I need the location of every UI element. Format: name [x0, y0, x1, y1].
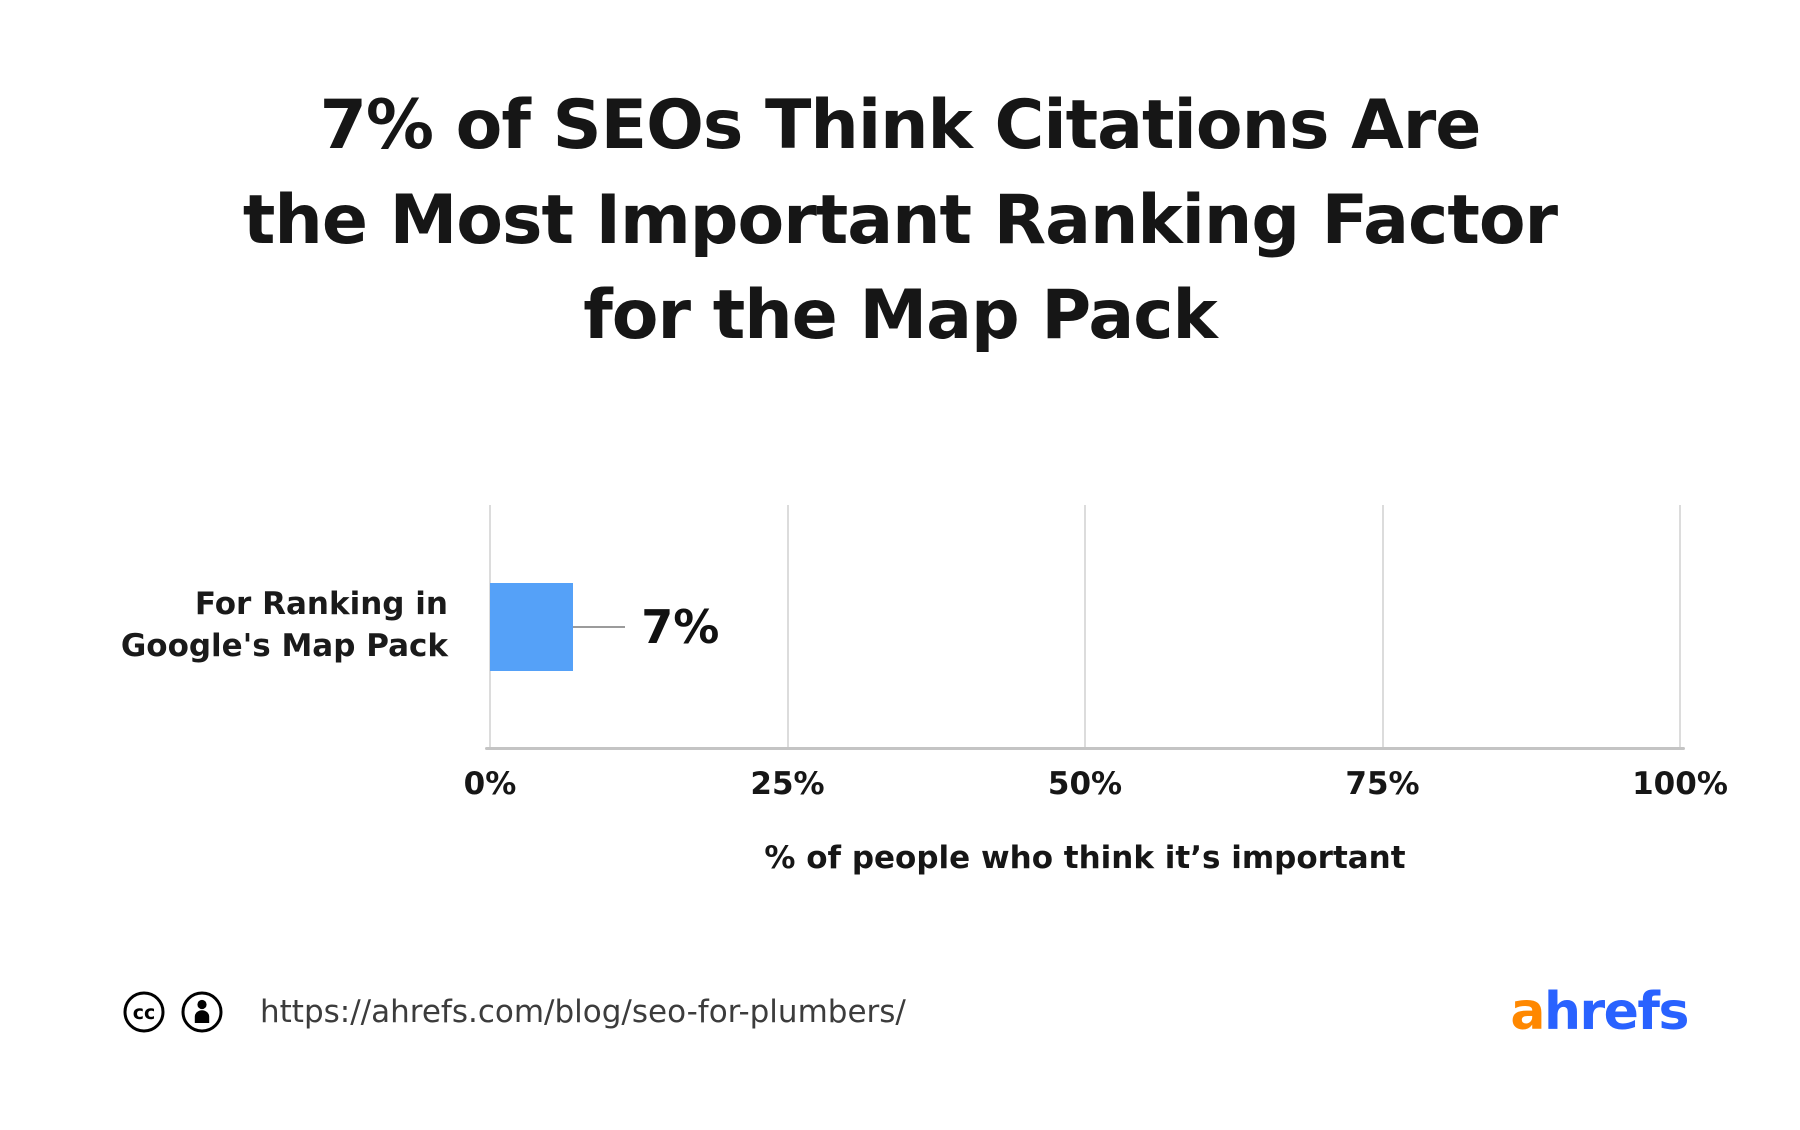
x-axis-line	[485, 747, 1685, 750]
bar-label-connector-line	[573, 625, 626, 628]
chart-title-line-1: 7% of SEOs Think Citations Are	[319, 86, 1482, 165]
category-label: For Ranking in Google's Map Pack	[121, 584, 448, 668]
gridline	[1084, 505, 1086, 748]
ahrefs-logo[interactable]: ahrefs	[1510, 982, 1690, 1042]
gridline	[786, 505, 789, 748]
bar	[490, 582, 574, 671]
gridline	[1381, 505, 1384, 748]
gridline	[1679, 505, 1681, 748]
ahrefs-logo-rest: hrefs	[1543, 982, 1690, 1042]
source-url-link[interactable]: https://ahrefs.com/blog/seo-for-plumbers…	[260, 994, 906, 1030]
plot-area: 7%	[485, 505, 1685, 750]
footer: cc https://ahrefs.com/blog/seo-for-plumb…	[122, 982, 1690, 1042]
x-axis-title: % of people who think it’s important	[764, 840, 1406, 876]
category-label-line-2: Google's Map Pack	[120, 627, 448, 664]
cc-icon: cc	[122, 990, 166, 1034]
attribution-icon	[180, 990, 224, 1034]
bar-value-label: 7%	[641, 599, 720, 654]
chart-title: 7% of SEOs Think Citations Are the Most …	[0, 78, 1800, 364]
ahrefs-logo-letter-a: a	[1510, 982, 1545, 1042]
x-tick-label: 0%	[463, 766, 517, 802]
license-icons: cc	[122, 990, 224, 1034]
x-axis-ticks: 0% 25% 50% 75% 100%	[464, 766, 1728, 810]
chart-title-line-2: the Most Important Ranking Factor	[242, 181, 1558, 261]
bar-row: 7%	[490, 582, 1680, 671]
x-tick-label: 100%	[1632, 766, 1728, 802]
category-label-line-1: For Ranking in	[194, 586, 448, 622]
x-tick-label: 75%	[1345, 766, 1420, 802]
x-tick-label: 50%	[1047, 766, 1123, 802]
x-tick-label: 25%	[750, 766, 825, 802]
svg-text:cc: cc	[133, 1002, 156, 1024]
chart-title-line-3: for the Map Pack	[583, 276, 1218, 356]
